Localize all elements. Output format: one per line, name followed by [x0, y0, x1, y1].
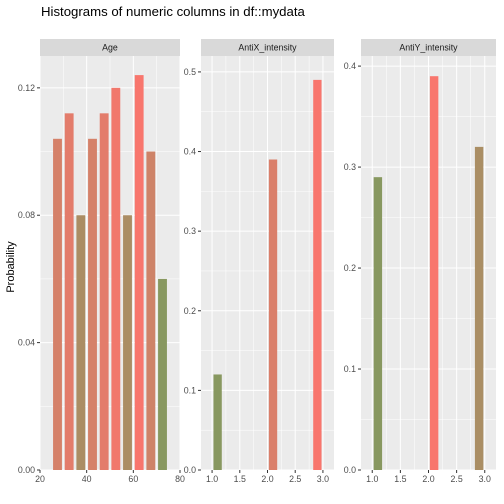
histogram-bar	[99, 113, 109, 471]
histogram-bar	[474, 146, 484, 470]
y-tick-label: 0.0	[184, 465, 196, 475]
y-tick-label: 0.3	[184, 226, 196, 236]
x-tick-label: 2.0	[261, 474, 273, 484]
x-tick-label: 3.0	[317, 474, 329, 484]
y-tick-label: 0.1	[184, 385, 196, 395]
x-tick-label: 3.0	[479, 474, 491, 484]
facet-strip-label: AntiY_intensity	[399, 43, 458, 53]
histogram-bar	[53, 138, 62, 471]
facet-strip-label: AntiX_intensity	[238, 43, 297, 53]
y-tick-label: 0.4	[344, 61, 356, 71]
y-tick-label: 0.2	[184, 306, 196, 316]
histogram-bar	[76, 215, 86, 470]
y-tick-label: 0.4	[184, 147, 196, 157]
x-tick-label: 1.0	[206, 474, 218, 484]
x-tick-label: 80	[175, 474, 185, 484]
y-tick-label: 0.00	[18, 465, 35, 475]
facet-strip	[361, 39, 496, 56]
y-tick-label: 0.0	[344, 465, 356, 475]
histogram-bar	[146, 151, 156, 471]
histogram-bar	[111, 87, 121, 470]
facet-strip	[201, 39, 334, 56]
x-tick-label: 2.5	[289, 474, 301, 484]
x-tick-label: 40	[82, 474, 92, 484]
y-tick-label: 0.5	[184, 67, 196, 77]
y-tick-label: 0.2	[344, 263, 356, 273]
histogram-bar	[313, 79, 322, 470]
panel-0: Age 0.00 0.04 0.08 0.12 20 40 60 80	[18, 39, 185, 484]
histogram-bar	[158, 278, 167, 470]
histogram-bar	[429, 76, 439, 470]
histogram-bar	[123, 215, 132, 470]
histogram-bar	[213, 374, 222, 470]
facet-strip	[40, 39, 180, 56]
x-tick-label: 1.5	[394, 474, 406, 484]
y-tick-label: 0.1	[344, 364, 356, 374]
histogram-bar	[134, 75, 144, 470]
facet-strip-label: Age	[102, 43, 118, 53]
x-tick-label: 20	[35, 474, 45, 484]
panel-1: AntiX_intensity 0.0 0.1 0.2 0.3 0.4 0.5 1.0 1.5 2…	[184, 39, 334, 484]
histogram-bar	[268, 159, 278, 470]
y-axis-title: Probability	[5, 241, 17, 293]
x-tick-label: 1.5	[234, 474, 246, 484]
x-tick-label: 60	[128, 474, 138, 484]
y-tick-label: 0.04	[18, 338, 35, 348]
histogram-bar	[64, 113, 74, 471]
x-tick-label: 1.0	[366, 474, 378, 484]
histogram-bar	[373, 177, 383, 471]
x-tick-label: 2.5	[451, 474, 463, 484]
histogram-bar	[88, 138, 97, 471]
y-tick-label: 0.08	[18, 210, 35, 220]
panel-2: AntiY_intensity 0.0 0.1 0.2 0.3 0.4 1.0 1.5 2.0 2…	[344, 39, 496, 484]
y-tick-label: 0.3	[344, 162, 356, 172]
y-tick-label: 0.12	[18, 83, 35, 93]
x-tick-label: 2.0	[422, 474, 434, 484]
chart-title: Histograms of numeric columns in df::myd…	[41, 4, 306, 19]
